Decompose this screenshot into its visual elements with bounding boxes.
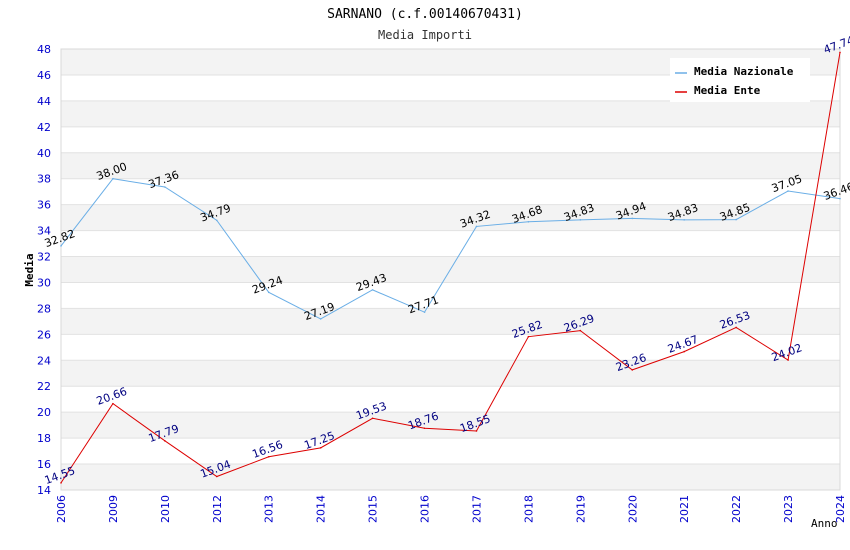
- plot-area-frame: [60, 48, 841, 491]
- y-tick-label: 14: [37, 484, 51, 497]
- x-tick-label: 2024: [834, 495, 847, 523]
- data-point: [683, 350, 685, 353]
- data-point: [371, 417, 374, 420]
- data-point: [787, 359, 789, 361]
- data-point: [527, 335, 530, 338]
- x-tick-label: 2009: [107, 495, 120, 523]
- y-tick-label: 22: [37, 380, 51, 393]
- plot-band: [61, 204, 840, 231]
- plot-band: [61, 438, 840, 465]
- plot-band: [61, 360, 840, 387]
- plot-band: [61, 152, 840, 179]
- x-axis-label: Anno: [811, 517, 838, 530]
- y-tick-label: 30: [37, 276, 51, 289]
- data-point: [216, 219, 218, 222]
- x-tick-labels: 2006 2009 2010 2012 2013 2014 2015 2016 2017 2018…: [55, 495, 847, 523]
- data-point: [60, 245, 62, 247]
- y-tick-label: 32: [37, 251, 51, 264]
- plot-band: [61, 126, 840, 153]
- chart-title: SARNANO (c.f.00140670431): [327, 7, 523, 22]
- data-point: [319, 447, 322, 449]
- data-point: [267, 291, 270, 294]
- y-tick-label: 48: [37, 43, 51, 56]
- data-point: [164, 186, 166, 188]
- data-point: [631, 217, 634, 220]
- legend-label-nazionale: Media Nazionale: [694, 65, 794, 78]
- x-tick-label: 2014: [315, 495, 328, 523]
- data-point: [735, 218, 737, 221]
- y-tick-label: 28: [37, 302, 51, 315]
- plot-band: [61, 230, 840, 257]
- plot-band: [61, 464, 840, 490]
- x-tick-label: 2012: [211, 495, 224, 523]
- data-point: [319, 318, 322, 320]
- data-point: [371, 289, 374, 291]
- data-point: [579, 329, 582, 332]
- data-point: [787, 190, 789, 192]
- y-tick-label: 34: [37, 225, 51, 238]
- y-tick-label: 42: [37, 121, 51, 134]
- x-tick-label: 2023: [782, 495, 795, 523]
- y-tick-label: 24: [37, 354, 51, 367]
- data-point: [683, 219, 685, 221]
- x-tick-label: 2006: [55, 495, 68, 523]
- plot-band: [61, 178, 840, 205]
- series-line-nazionale: [60, 178, 841, 320]
- x-tick-label: 2010: [159, 495, 172, 523]
- data-point: [475, 430, 478, 432]
- x-tick-label: 2015: [367, 495, 380, 523]
- x-tick-label: 2020: [626, 495, 639, 523]
- data-point: [839, 197, 841, 200]
- plot-band: [61, 412, 840, 439]
- data-point: [267, 455, 270, 458]
- data-point: [60, 482, 62, 484]
- series-lines: [60, 51, 841, 484]
- legend: Media Nazionale Media Ente: [670, 58, 810, 102]
- plot-bands: [61, 49, 840, 490]
- y-tick-label: 36: [37, 199, 51, 212]
- legend-box: [670, 58, 810, 102]
- data-point: [475, 225, 478, 228]
- data-point: [631, 369, 634, 371]
- data-point: [112, 402, 114, 405]
- legend-label-ente: Media Ente: [694, 84, 761, 97]
- x-tick-label: 2021: [678, 495, 691, 523]
- y-tick-label: 20: [37, 406, 51, 419]
- y-tick-label: 46: [37, 69, 51, 82]
- y-tick-label: 26: [37, 328, 51, 341]
- data-point: [423, 311, 426, 313]
- y-tick-label: 44: [37, 95, 51, 108]
- x-tick-label: 2017: [470, 495, 483, 523]
- data-point: [735, 326, 737, 329]
- x-tick-label: 2019: [574, 495, 587, 523]
- data-point: [164, 440, 166, 442]
- data-point: [112, 177, 114, 180]
- x-tick-label: 2013: [263, 495, 276, 523]
- plot-band: [61, 282, 840, 309]
- plot-band: [61, 100, 840, 127]
- data-point: [216, 475, 218, 478]
- x-tick-label: 2022: [730, 495, 743, 523]
- x-tick-label: 2016: [419, 495, 432, 523]
- data-point: [423, 427, 426, 430]
- x-tick-label: 2018: [522, 495, 535, 523]
- y-tick-label: 18: [37, 432, 51, 445]
- plot-band: [61, 386, 840, 413]
- series-line-ente: [60, 52, 841, 484]
- data-point: [579, 219, 582, 221]
- plot-band: [61, 334, 840, 361]
- data-point: [527, 220, 530, 223]
- plot-band: [61, 308, 840, 335]
- data-point: [839, 51, 841, 54]
- chart-subtitle: Media Importi: [378, 28, 472, 42]
- y-tick-label: 38: [37, 173, 51, 186]
- y-axis-label: Media: [23, 253, 36, 286]
- y-tick-labels: 14 16 18 20 22 24 26 28 30 32 34 36 38 40 42 44 46 48: [37, 43, 51, 497]
- y-tick-label: 16: [37, 458, 51, 471]
- y-tick-label: 40: [37, 147, 51, 160]
